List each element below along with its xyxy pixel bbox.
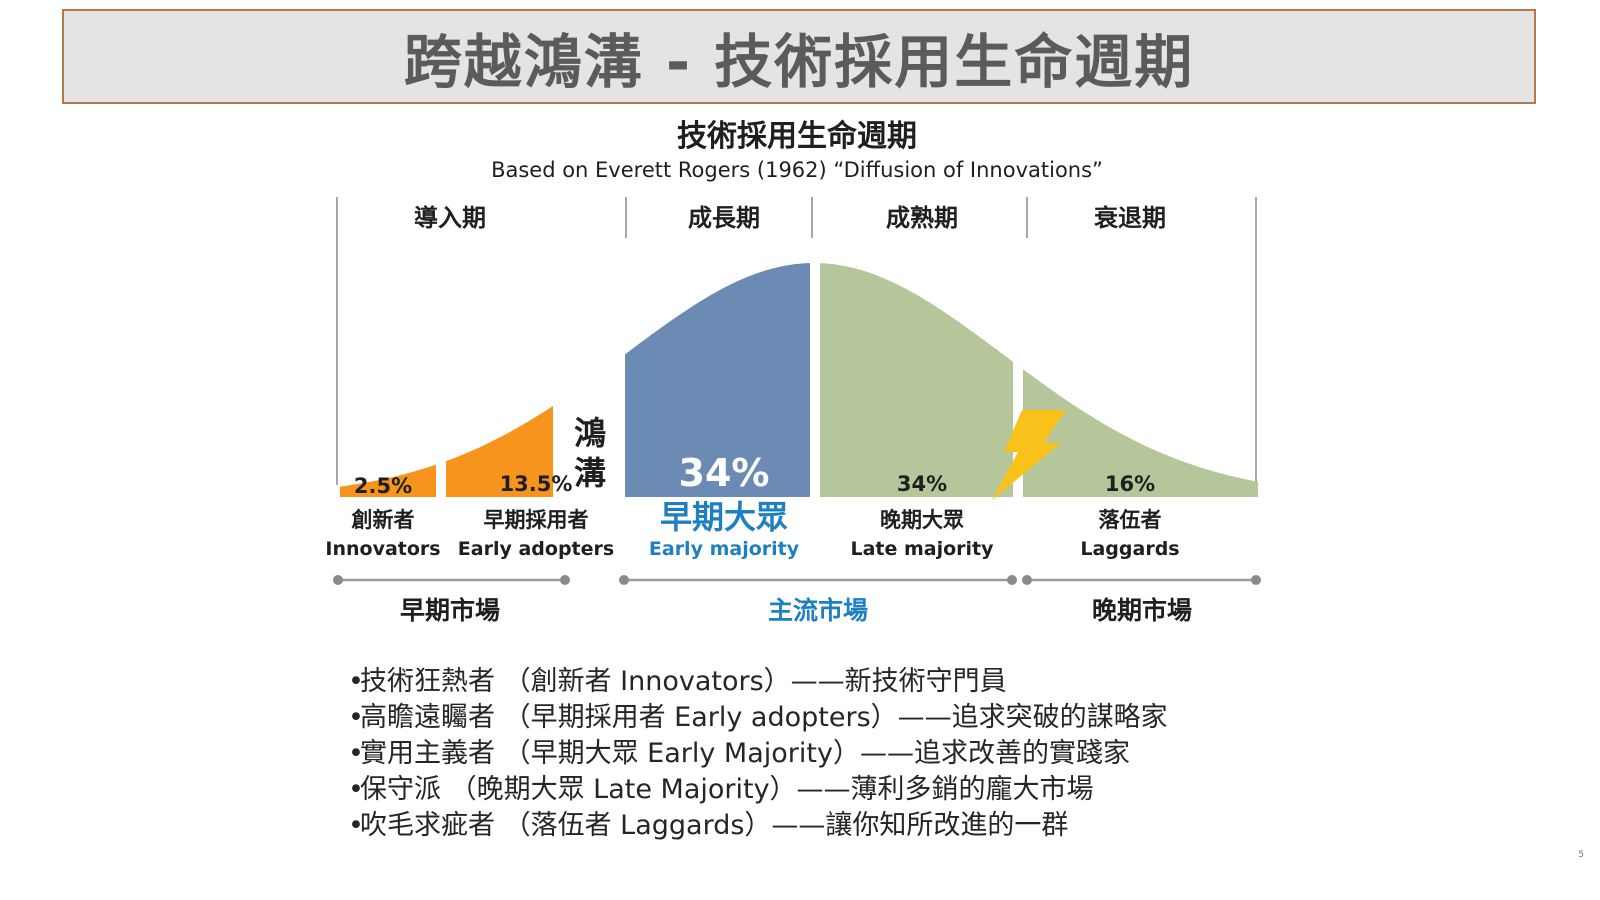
bullet-item: •技術狂熱者 （創新者 Innovators）——新技術守門員 <box>348 666 1007 697</box>
percent-label: 16% <box>1105 472 1155 496</box>
market-range-endpoint <box>1251 575 1261 585</box>
segment-name-en: Early adopters <box>458 538 614 560</box>
bullet-item: •高瞻遠矚者 （早期採用者 Early adopters）——追求突破的謀略家 <box>348 702 1168 733</box>
segment-name-en: Innovators <box>325 538 440 560</box>
segment-area <box>446 405 553 497</box>
segment-area <box>340 464 436 497</box>
phase-label: 成熟期 <box>886 204 958 232</box>
segment-name-en: Late majority <box>850 538 994 560</box>
segment-name-en: Early majority <box>649 538 800 560</box>
segment-name: 晚期大眾 <box>880 508 964 532</box>
segment-area <box>1023 369 1258 497</box>
bullet-item: •保守派 （晚期大眾 Late Majority）——薄利多銷的龐大市場 <box>348 774 1094 805</box>
percent-label: 34% <box>897 472 947 496</box>
bullet-text: 吹毛求疵者 （落伍者 Laggards）——讓你知所改進的一群 <box>360 810 1069 841</box>
percent-label: 13.5% <box>500 472 573 496</box>
market-range-endpoint <box>1007 575 1017 585</box>
bullet-text: 技術狂熱者 （創新者 Innovators）——新技術守門員 <box>360 666 1007 697</box>
phase-label: 成長期 <box>688 204 760 232</box>
percent-label: 34% <box>679 451 770 495</box>
slide-title: 跨越鴻溝 - 技術採用生命週期 <box>403 27 1195 96</box>
page-number: 5 <box>1578 850 1584 860</box>
lightning-bolt-icon <box>992 410 1066 500</box>
phase-label: 導入期 <box>414 204 486 232</box>
segment-name: 創新者 <box>352 508 415 532</box>
bullet-item: •實用主義者 （早期大眾 Early Majority）——追求改善的實踐家 <box>348 738 1130 769</box>
bullet-text: 實用主義者 （早期大眾 Early Majority）——追求改善的實踐家 <box>360 738 1130 769</box>
segment-area <box>625 263 810 497</box>
slide-title-box: 跨越鴻溝 - 技術採用生命週期 <box>62 9 1536 104</box>
segment-name: 早期大眾 <box>660 498 788 536</box>
market-range-endpoint <box>619 575 629 585</box>
bullet-item: •吹毛求疵者 （落伍者 Laggards）——讓你知所改進的一群 <box>348 810 1069 841</box>
phase-label: 衰退期 <box>1093 204 1166 232</box>
percent-label: 2.5% <box>354 474 412 498</box>
chasm-label: 溝 <box>574 454 606 492</box>
chart-subtitle: Based on Everett Rogers (1962) “Diffusio… <box>491 158 1103 182</box>
market-range-endpoint <box>1022 575 1032 585</box>
market-label: 早期市場 <box>400 596 500 625</box>
market-range-endpoint <box>560 575 570 585</box>
market-label: 主流市場 <box>768 596 868 625</box>
segment-name: 早期採用者 <box>484 508 589 532</box>
bullet-list: •技術狂熱者 （創新者 Innovators）——新技術守門員 •高瞻遠矚者 （… <box>348 664 1168 844</box>
market-range-endpoint <box>333 575 343 585</box>
bullet-text: 保守派 （晚期大眾 Late Majority）——薄利多銷的龐大市場 <box>360 774 1094 805</box>
market-label: 晚期市場 <box>1092 596 1192 625</box>
segment-area <box>820 263 1013 497</box>
segment-name-en: Laggards <box>1080 538 1179 560</box>
segment-name: 落伍者 <box>1099 508 1162 532</box>
bullet-text: 高瞻遠矚者 （早期採用者 Early adopters）——追求突破的謀略家 <box>360 702 1168 733</box>
chasm-label: 鴻 <box>574 414 606 452</box>
chart-title: 技術採用生命週期 <box>677 119 917 154</box>
